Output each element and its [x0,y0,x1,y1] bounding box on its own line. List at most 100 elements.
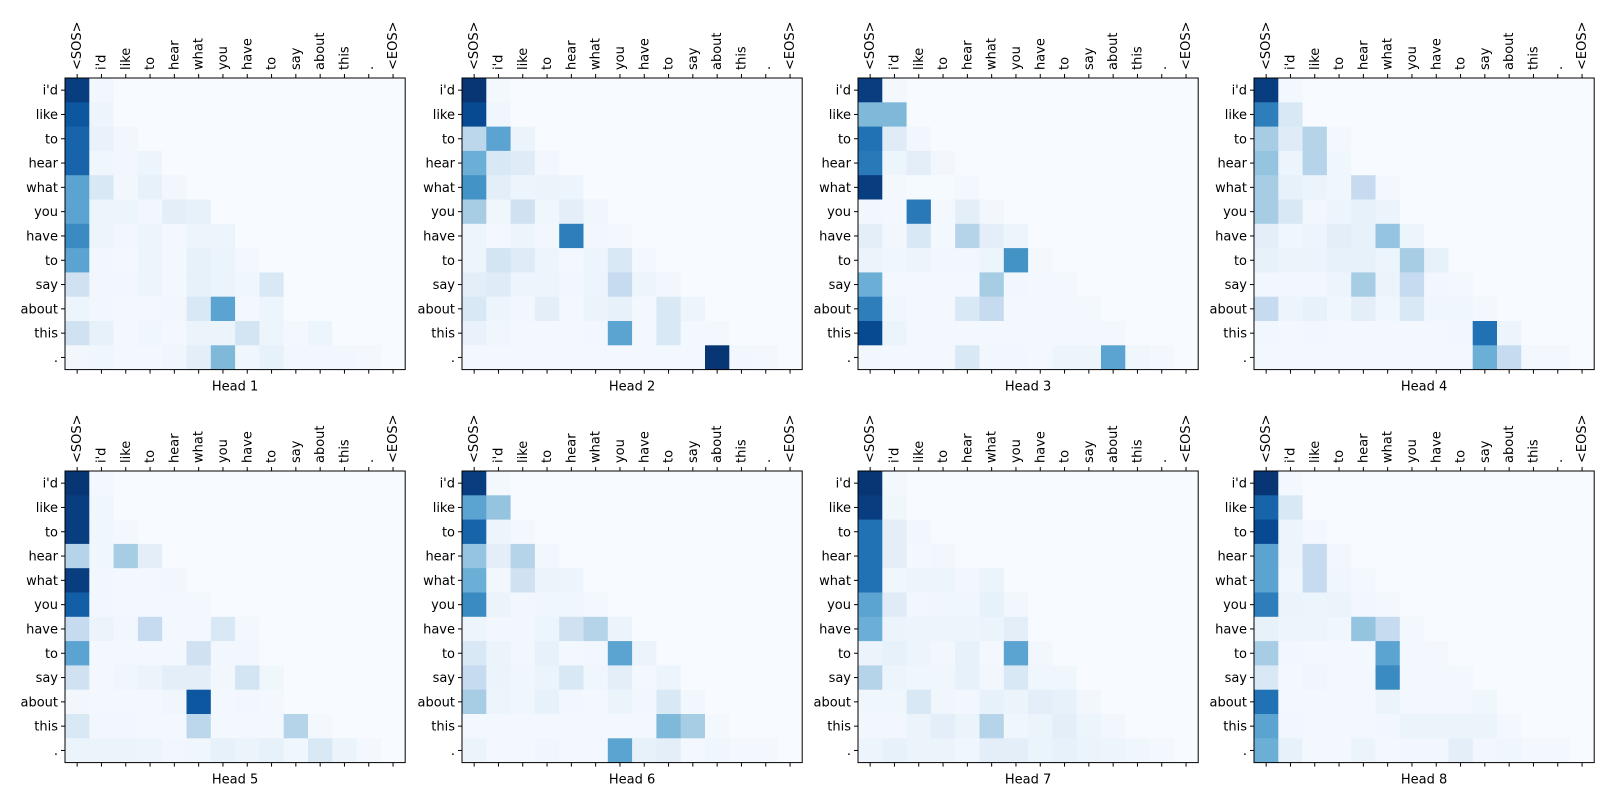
heatmap-cell [583,543,609,569]
heatmap-cell [283,641,309,666]
heatmap-cell [534,665,560,691]
heatmap-cell [1254,175,1279,200]
x-tick-label: i'd [94,448,109,463]
heatmap-cell [906,199,932,225]
heatmap-cell [162,78,187,103]
heatmap-cell [979,543,1005,569]
heatmap-cell [1173,592,1199,618]
heatmap-cell [729,126,754,152]
heatmap-cell [607,543,633,569]
heatmap-cell [510,199,536,225]
heatmap-cell [89,665,114,691]
heatmap-cell [380,495,406,520]
heatmap-cell [906,223,932,249]
y-tick-label: have [423,229,455,244]
heatmap-cell [930,471,956,496]
heatmap-cell [906,641,932,666]
heatmap-cell [1101,199,1126,225]
heatmap-cell [1424,78,1449,103]
x-tick-label: like [119,48,134,70]
heatmap-cell [858,126,883,152]
heatmap-cell [906,495,932,520]
heatmap-cell [729,568,754,593]
heatmap-cell [1278,471,1303,496]
heatmap-cell [930,714,956,739]
heatmap-cell [882,321,907,346]
x-tick-label: you [1405,46,1420,70]
heatmap-cell [1424,641,1449,666]
heatmap-cell [1149,665,1175,691]
heatmap-cell [259,714,285,739]
heatmap-cell [89,616,114,642]
heatmap-cell [89,78,114,103]
y-tick-label: have [1215,229,1247,244]
head-label: Head 2 [609,380,655,395]
heatmap-cell [356,616,382,642]
heatmap-cell [162,714,187,739]
heatmap-cell [1125,738,1150,763]
heatmap-cell [65,223,90,249]
heatmap-cell [113,321,139,346]
y-tick-label: to [838,254,851,269]
heatmap-cell [308,543,333,569]
heatmap-cell [1448,102,1474,127]
heatmap-cell [137,199,163,225]
y-tick-label: this [431,720,455,735]
heatmap-cell [930,150,956,176]
heatmap-cell [583,199,609,225]
heatmap-cell [332,248,357,273]
heatmap-cell [1125,495,1150,520]
heatmap-cell [1326,126,1352,152]
heatmap-cell [1076,519,1102,545]
heatmap-cell [1254,321,1279,346]
heatmap-cell [1125,78,1150,103]
heatmap-cell [930,102,956,127]
heatmap-cell [559,471,584,496]
heatmap-cell [1351,714,1376,739]
heatmap-cell [1173,126,1199,152]
heatmap-cell [979,321,1005,346]
heatmap-cell [1569,199,1595,225]
heatmap-cell [283,223,309,249]
heatmap-cell [583,321,609,346]
heatmap-cell [607,738,633,763]
y-tick-label: like [433,501,455,516]
heatmap-cell [462,78,487,103]
heatmap-cell [137,641,163,666]
heatmap-cell [1326,568,1352,593]
heatmap-cell [930,321,956,346]
heatmap-cell [607,248,633,273]
heatmap-cell [1497,543,1522,569]
heatmap-cell [210,641,236,666]
heatmap-cell [1101,223,1126,249]
heatmap-cell [510,495,536,520]
heatmap-cell [1497,616,1522,642]
heatmap-cell [1569,592,1595,618]
heatmap-cell [1545,175,1571,200]
heatmap-cell [1173,102,1199,127]
heatmap-cell [1278,689,1303,715]
heatmap-cell [137,272,163,298]
heatmap-cell [1424,296,1449,322]
heatmap-cell [1399,150,1425,176]
heatmap-cell [1545,568,1571,593]
head-label: Head 7 [1005,773,1051,788]
x-tick-label: you [613,439,628,463]
heatmap-cell [705,199,730,225]
heatmap-cell [186,592,212,618]
y-tick-label: to [1234,132,1247,147]
heatmap-cell [259,223,285,249]
heatmap-cell [113,665,139,691]
heatmap-cell [1497,471,1522,496]
heatmap-cell [356,519,382,545]
heatmap-cell [1254,150,1279,176]
heatmap-cell [486,78,511,103]
heatmap-cell [510,345,536,370]
y-tick-label: i'd [836,84,851,99]
heatmap-cell [1326,665,1352,691]
heatmap-cell [979,175,1005,200]
heatmap-cell [858,616,883,642]
heatmap-cell [137,321,163,346]
heatmap-cell [753,568,779,593]
